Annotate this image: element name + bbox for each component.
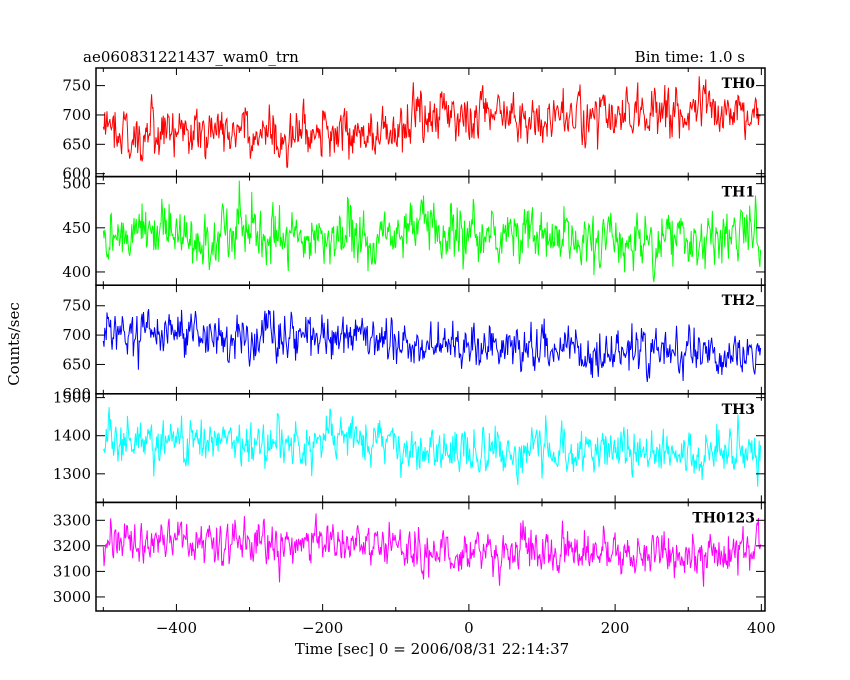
- x-tick-label: 0: [464, 619, 474, 637]
- panel-frame: [95, 501, 766, 612]
- x-axis: −400 −200 0 200 400: [156, 619, 776, 637]
- panel-name-label: TH0: [722, 76, 756, 92]
- panel-th1: 400 450 500 TH1: [62, 175, 766, 286]
- bin-time-label: Bin time: 1.0 s: [635, 48, 745, 66]
- y-tick-label: 1500: [53, 389, 91, 407]
- y-tick-label: 650: [62, 135, 91, 153]
- y-tick-label: 600: [62, 165, 91, 183]
- y-axis-title: Counts/sec: [5, 302, 23, 386]
- panel-frame: [95, 175, 766, 286]
- y-tick-label: 750: [62, 77, 91, 95]
- y-tick-label: 600: [62, 385, 91, 403]
- y-tick-label: 1400: [53, 427, 91, 445]
- panel-frame: [95, 393, 766, 504]
- series-line-th1: [102, 180, 762, 283]
- y-tick-label: 650: [62, 355, 91, 373]
- y-tick-label: 1300: [53, 465, 91, 483]
- panel-name-label: TH3: [722, 402, 755, 418]
- x-tick-label: −400: [156, 619, 197, 637]
- series-line-th3: [102, 407, 762, 487]
- chart-title: ae060831221437_wam0_trn: [83, 48, 299, 66]
- panels-group: 600 650 700 750 TH0 400 450 500 TH1 600 650 700 750 T…: [53, 67, 766, 612]
- panel-th0123: 3000 3100 3200 3300 TH0123: [53, 501, 766, 612]
- y-tick-label: 450: [62, 219, 91, 237]
- panel-th3: 1300 1400 1500 TH3: [53, 389, 766, 504]
- x-axis-title: Time [sec] 0 = 2006/08/31 22:14:37: [295, 640, 569, 658]
- series-line-th0: [102, 76, 761, 168]
- y-tick-label: 700: [62, 326, 91, 344]
- series-line-th0123: [102, 513, 762, 587]
- panel-name-label: TH0123: [692, 510, 755, 526]
- panel-th2: 600 650 700 750 TH2: [62, 284, 766, 403]
- x-tick-label: 400: [747, 619, 776, 637]
- panel-name-label: TH2: [722, 293, 755, 309]
- y-tick-label: 400: [62, 263, 91, 281]
- y-tick-label: 500: [62, 175, 91, 193]
- y-tick-label: 750: [62, 297, 91, 315]
- y-tick-label: 700: [62, 106, 91, 124]
- y-tick-label: 3300: [53, 511, 91, 529]
- x-tick-label: 200: [601, 619, 630, 637]
- y-tick-label: 3200: [53, 537, 91, 555]
- panel-name-label: TH1: [722, 185, 755, 201]
- y-tick-label: 3100: [53, 562, 91, 580]
- y-tick-label: 3000: [53, 588, 91, 606]
- x-tick-label: −200: [302, 619, 343, 637]
- panel-th0: 600 650 700 750 TH0: [62, 67, 766, 183]
- series-line-th2: [102, 309, 762, 382]
